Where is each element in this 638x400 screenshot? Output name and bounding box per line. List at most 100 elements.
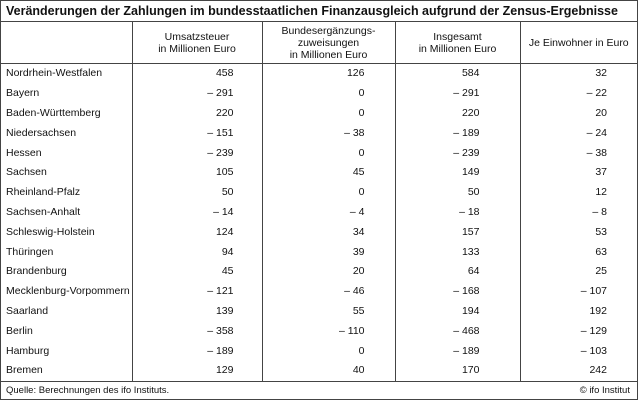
table-cell: 0: [261, 103, 395, 124]
row-label: Saarland: [6, 304, 49, 317]
table-cell: 50: [131, 182, 262, 203]
table-cell: – 239: [131, 143, 262, 163]
table-cell: 105: [131, 162, 262, 183]
table-cell: 40: [261, 360, 395, 382]
row-label: Schleswig-Holstein: [6, 225, 95, 238]
table-cell: – 168: [394, 281, 520, 302]
header-line: in Millionen Euro: [289, 48, 368, 61]
row-label: Hamburg: [6, 344, 50, 357]
row-label: Mecklenburg-Vorpommern: [6, 285, 130, 298]
table-cell: 192: [519, 301, 637, 322]
table-cell: 37: [519, 162, 637, 183]
table-cell: 55: [261, 301, 395, 322]
header-line: in Millionen Euro: [418, 42, 497, 55]
row-label: Berlin: [6, 324, 33, 337]
table-cell: 170: [394, 360, 520, 382]
table-cell: 39: [261, 242, 395, 262]
table-cell: 20: [519, 103, 637, 124]
table-cell: 124: [131, 222, 262, 243]
row-label: Bayern: [6, 87, 40, 100]
source-note: Quelle: Berechnungen des ifo Instituts.: [6, 385, 170, 396]
table-cell: – 46: [261, 281, 395, 302]
header-line: Umsatzsteuer: [164, 30, 230, 43]
row-label: Bremen: [0, 360, 132, 382]
table-row: Sachsen 105 45 149 37: [0, 162, 637, 183]
table-row: Berlin – 358– 110– 468– 129: [0, 321, 637, 342]
table-cell: 458: [131, 63, 262, 84]
table-cell: 149: [394, 162, 520, 183]
table-row: Nordrhein-Westfalen 458 126 584 32: [0, 63, 637, 84]
row-label: Brandenburg: [6, 265, 67, 278]
table-cell: – 189: [131, 341, 262, 361]
table-cell: – 129: [519, 321, 637, 342]
header-cell-state: [0, 22, 132, 64]
table-cell: 45: [261, 162, 395, 183]
row-label: Baden-Württemberg: [6, 106, 101, 119]
table-cell: – 4: [261, 202, 395, 223]
table-cell: 194: [394, 301, 520, 322]
table-cell: 20: [261, 261, 395, 282]
header-cell-insgesamt: Insgesamt in Millionen Euro: [394, 22, 520, 64]
header-cell-bundesergaenzungszuweisungen: Bundesergänzungs- zuweisungen in Million…: [261, 22, 395, 64]
table-cell: – 239: [394, 143, 520, 163]
header-line: zuweisungen: [297, 36, 360, 49]
table-cell: – 24: [519, 123, 637, 144]
table-row: Brandenburg 45 20 64 25: [0, 261, 637, 282]
table-cell: 34: [261, 222, 395, 243]
table-cell: 45: [131, 261, 262, 282]
table-body: Nordrhein-Westfalen 458 126 584 32 Bayern – 29…: [0, 63, 637, 382]
table-cell: – 14: [131, 202, 262, 223]
table-title: Veränderungen der Zahlungen im bundessta…: [6, 4, 618, 18]
table-row: Rheinland-Pfalz 50 0 50 12: [0, 182, 637, 203]
table-cell: – 38: [519, 143, 637, 163]
table-cell: 220: [394, 103, 520, 124]
table-cell: – 358: [131, 321, 262, 342]
header-line: Bundesergänzungs-: [281, 24, 376, 37]
copyright-note: © ifo Institut: [579, 385, 630, 396]
table-cell: – 8: [519, 202, 637, 223]
table-cell: 139: [131, 301, 262, 322]
table-cell: 157: [394, 222, 520, 243]
table-cell: 0: [261, 341, 395, 361]
table-cell: 12: [519, 182, 637, 203]
title-divider: [0, 21, 637, 22]
table-row: Bremen 129 40 170 242: [0, 360, 637, 382]
table-row: Bayern – 291 0– 291– 22: [0, 83, 637, 104]
table-row: Hamburg – 189 0– 189– 103: [0, 341, 637, 361]
header-line: in Millionen Euro: [158, 42, 236, 55]
table-row: Mecklenburg-Vorpommern – 121– 46– 168– 10…: [0, 281, 637, 302]
header-cell-umsatzsteuer: Umsatzsteuer in Millionen Euro: [131, 22, 262, 64]
header-line: Insgesamt: [433, 30, 482, 43]
table-cell: – 291: [394, 83, 520, 104]
table-cell: – 151: [131, 123, 262, 144]
table-cell: – 468: [394, 321, 520, 342]
table-cell: – 22: [519, 83, 637, 104]
row-label: Niedersachsen: [6, 126, 77, 139]
table-row: Saarland 139 55 194 192: [0, 301, 637, 322]
table-cell: – 291: [131, 83, 262, 104]
row-label: Thüringen: [6, 245, 54, 258]
header-line: Je Einwohner in Euro: [528, 36, 629, 49]
table-row: Thüringen 94 39 133 63: [0, 242, 637, 262]
row-label: Sachsen-Anhalt: [6, 205, 81, 218]
table-cell: – 18: [394, 202, 520, 223]
table-cell: – 121: [131, 281, 262, 302]
row-label: Nordrhein-Westfalen: [6, 67, 103, 80]
table-cell: – 189: [394, 341, 520, 361]
table-cell: 242: [519, 360, 637, 382]
table-row: Niedersachsen – 151– 38– 189– 24: [0, 123, 637, 144]
table-cell: – 110: [261, 321, 395, 342]
table-cell: – 107: [519, 281, 637, 302]
table-cell: 0: [261, 143, 395, 163]
table-row: Baden-Württemberg 220 0 220 20: [0, 103, 637, 124]
table-row: Schleswig-Holstein 124 34 157 53: [0, 222, 637, 243]
table-cell: 64: [394, 261, 520, 282]
table-cell: 133: [394, 242, 520, 262]
table-cell: – 189: [394, 123, 520, 144]
table-cell: 584: [394, 63, 520, 84]
row-label: Hessen: [6, 146, 42, 159]
header-cell-je-einwohner: Je Einwohner in Euro: [519, 22, 637, 64]
table-row: Sachsen-Anhalt – 14– 4– 18– 8: [0, 202, 637, 223]
row-label: Rheinland-Pfalz: [6, 186, 81, 199]
table-cell: – 103: [519, 341, 637, 361]
